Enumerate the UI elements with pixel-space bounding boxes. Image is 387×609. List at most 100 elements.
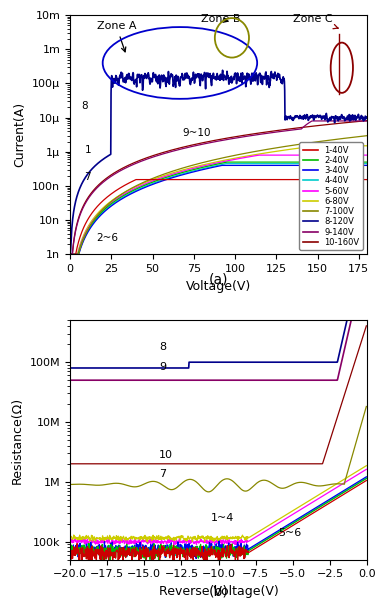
6-80V <box>315 142 319 149</box>
Line: 8-120V: 8-120V <box>70 70 367 255</box>
10-160V <box>365 117 370 124</box>
7-100V <box>365 132 370 139</box>
3-40V <box>220 162 224 169</box>
3-40V <box>365 162 370 169</box>
1-40V <box>272 176 277 183</box>
8-120V <box>220 66 225 74</box>
3-40V <box>188 169 192 177</box>
Line: 6-80V: 6-80V <box>70 146 367 255</box>
Text: 1~4: 1~4 <box>211 513 235 523</box>
Legend: 1-40V, 2-40V, 3-40V, 4-40V, 5-60V, 6-80V, 7-100V, 8-120V, 9-140V, 10-160V: 1-40V, 2-40V, 3-40V, 4-40V, 5-60V, 6-80V… <box>300 143 363 250</box>
4-40V <box>224 160 228 167</box>
9-140V <box>188 143 192 150</box>
Text: Zone A: Zone A <box>97 21 136 52</box>
1-40V <box>98 200 103 207</box>
Text: 5~6: 5~6 <box>278 528 301 538</box>
Text: 8: 8 <box>82 101 88 111</box>
8-120V <box>365 114 370 121</box>
Line: 4-40V: 4-40V <box>70 164 367 255</box>
7-100V <box>98 208 103 216</box>
10-160V <box>98 180 103 187</box>
9-140V <box>305 121 309 128</box>
5-60V <box>272 152 277 159</box>
2-40V <box>300 158 304 166</box>
9-140V <box>98 181 103 188</box>
Line: 1-40V: 1-40V <box>70 180 367 255</box>
5-60V <box>257 152 262 159</box>
1-40V <box>134 176 138 183</box>
1-40V <box>199 176 204 183</box>
9-140V <box>272 128 276 136</box>
Line: 7-100V: 7-100V <box>70 136 367 255</box>
5-60V <box>365 152 370 159</box>
10-160V <box>305 123 309 130</box>
7-100V <box>299 140 304 147</box>
2-40V <box>188 167 192 174</box>
3-40V <box>68 251 72 258</box>
2-40V <box>305 158 310 166</box>
8-120V <box>68 251 72 258</box>
8-120V <box>305 111 310 119</box>
3-40V <box>199 166 203 174</box>
Text: 10: 10 <box>159 450 173 460</box>
10-160V <box>188 142 192 149</box>
1-40V <box>365 176 370 183</box>
4-40V <box>98 211 103 219</box>
6-80V <box>305 143 309 150</box>
6-80V <box>272 148 276 155</box>
2-40V <box>199 164 203 172</box>
2-40V <box>225 158 229 166</box>
Line: 2-40V: 2-40V <box>70 162 367 255</box>
Line: 5-60V: 5-60V <box>70 155 367 255</box>
1-40V <box>68 251 72 258</box>
Text: 9: 9 <box>159 362 166 371</box>
9-140V <box>310 118 314 125</box>
Text: Zone B: Zone B <box>201 14 240 24</box>
2-40V <box>365 158 370 166</box>
3-40V <box>300 162 304 169</box>
7-100V <box>272 144 276 152</box>
X-axis label: Voltage(V): Voltage(V) <box>186 280 251 292</box>
5-60V <box>305 152 310 159</box>
9-140V <box>68 251 72 258</box>
4-40V <box>188 168 192 175</box>
Y-axis label: Resistance(Ω): Resistance(Ω) <box>11 396 24 484</box>
9-140V <box>299 125 304 132</box>
4-40V <box>305 160 310 167</box>
10-160V <box>199 139 203 147</box>
3-40V <box>98 212 103 219</box>
8-120V <box>272 72 277 79</box>
7-100V <box>188 162 192 169</box>
1-40V <box>300 176 304 183</box>
6-80V <box>98 207 103 214</box>
Text: 1: 1 <box>85 146 91 155</box>
4-40V <box>365 160 370 167</box>
10-160V <box>272 127 276 135</box>
8-120V <box>188 79 192 86</box>
10-160V <box>68 251 72 258</box>
5-60V <box>68 251 72 258</box>
2-40V <box>98 209 103 217</box>
Text: 2~6: 2~6 <box>96 233 118 243</box>
1-40V <box>188 176 193 183</box>
Line: 3-40V: 3-40V <box>70 166 367 255</box>
1-40V <box>305 176 310 183</box>
Text: Zone C: Zone C <box>293 14 338 29</box>
8-120V <box>300 114 304 121</box>
6-80V <box>188 164 192 172</box>
4-40V <box>300 160 304 167</box>
5-60V <box>188 166 192 173</box>
Text: 9~10: 9~10 <box>182 127 211 138</box>
Text: 8: 8 <box>159 342 166 352</box>
Text: (a): (a) <box>209 272 228 286</box>
Text: 7: 7 <box>84 172 91 182</box>
7-100V <box>68 251 72 258</box>
9-140V <box>365 118 370 125</box>
4-40V <box>272 160 277 167</box>
10-160V <box>299 124 304 131</box>
5-60V <box>98 208 103 216</box>
9-140V <box>199 141 203 148</box>
8-120V <box>98 158 103 165</box>
6-80V <box>199 162 203 169</box>
Y-axis label: Current(A): Current(A) <box>14 102 27 167</box>
